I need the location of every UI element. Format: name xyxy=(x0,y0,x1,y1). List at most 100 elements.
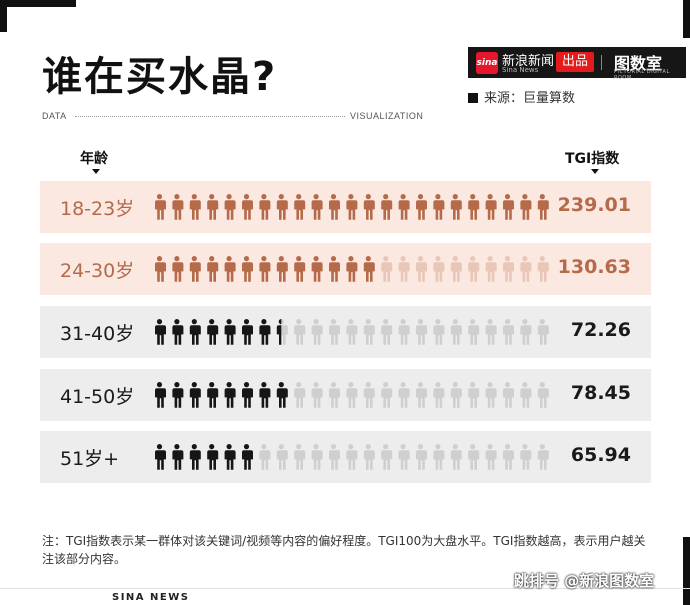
person-icon xyxy=(537,256,549,282)
people-icons xyxy=(155,319,549,345)
person-icon xyxy=(172,194,184,220)
visualization-word: VISUALIZATION xyxy=(350,111,424,121)
person-icon xyxy=(450,319,462,345)
person-icon xyxy=(242,382,253,408)
person-icon xyxy=(172,444,184,470)
person-icon xyxy=(520,256,532,282)
person-icon xyxy=(485,444,497,470)
top-left-corner-bar-vertical xyxy=(0,0,7,32)
tgi-value: 78.45 xyxy=(570,382,631,404)
person-icon xyxy=(416,256,427,282)
person-icon xyxy=(468,382,480,408)
person-icon xyxy=(450,444,462,470)
source-square-icon xyxy=(468,93,478,103)
person-icon xyxy=(311,382,323,408)
sina-logo-icon: sina xyxy=(476,52,498,74)
brand-lab-name: 图数室 xyxy=(614,54,663,73)
age-label: 31-40岁 xyxy=(60,323,135,345)
person-icon xyxy=(172,382,184,408)
person-icon xyxy=(242,194,253,220)
person-icon xyxy=(155,194,166,220)
data-word: DATA xyxy=(42,111,67,121)
person-icon xyxy=(294,444,306,470)
person-icon xyxy=(485,382,497,408)
footnote: 注：TGI指数表示某一群体对该关键词/视频等内容的偏好程度。TGI100为大盘水… xyxy=(42,534,646,566)
person-icon xyxy=(520,194,532,220)
person-icon xyxy=(503,319,514,345)
tgi-column-header: TGI指数 xyxy=(565,151,620,167)
person-icon xyxy=(329,256,340,282)
person-icon xyxy=(450,382,462,408)
person-icon xyxy=(433,444,445,470)
person-icon xyxy=(450,256,462,282)
tgi-header-arrow-icon xyxy=(591,169,599,174)
person-icon xyxy=(189,319,201,345)
person-icon xyxy=(503,444,514,470)
person-icon xyxy=(311,319,323,345)
person-icon xyxy=(450,194,462,220)
tgi-value: 65.94 xyxy=(570,444,631,466)
tgi-row: 18-23岁 239.01 xyxy=(40,181,651,233)
age-label: 51岁+ xyxy=(60,448,120,470)
page-title: 谁在买水晶? xyxy=(42,54,278,100)
people-icons xyxy=(155,256,549,282)
brand-name-en: Sina News xyxy=(502,66,539,74)
person-icon xyxy=(381,256,393,282)
person-icon xyxy=(259,382,271,408)
brand-divider xyxy=(601,55,602,70)
person-icon xyxy=(485,256,497,282)
age-label: 18-23岁 xyxy=(60,198,135,220)
person-icon xyxy=(189,444,201,470)
tgi-row: 51岁+ 65.94 xyxy=(40,431,651,483)
person-icon xyxy=(224,194,236,220)
person-icon xyxy=(311,256,323,282)
person-icon xyxy=(381,194,393,220)
person-icon xyxy=(224,444,236,470)
bottom-right-corner-bar xyxy=(683,537,690,605)
person-icon xyxy=(329,194,340,220)
brand-name: 新浪新闻 xyxy=(502,54,555,69)
age-label: 41-50岁 xyxy=(60,386,135,408)
person-icon xyxy=(468,194,480,220)
person-icon xyxy=(520,382,532,408)
people-icons xyxy=(155,382,549,408)
person-icon xyxy=(346,444,358,470)
person-icon xyxy=(416,319,427,345)
person-icon xyxy=(468,319,480,345)
brand-lab-name-en: PICTORIAL DIGITAL ROOM xyxy=(614,69,670,81)
person-icon xyxy=(207,382,219,408)
person-icon xyxy=(363,194,375,220)
person-icon xyxy=(416,382,427,408)
person-icon xyxy=(155,256,166,282)
person-icon xyxy=(398,319,410,345)
person-icon xyxy=(259,194,271,220)
person-icon xyxy=(311,444,323,470)
person-icon xyxy=(207,444,219,470)
person-icon xyxy=(346,319,358,345)
person-icon xyxy=(172,319,184,345)
person-icon xyxy=(433,256,445,282)
person-icon xyxy=(537,382,549,408)
person-icon xyxy=(433,382,445,408)
person-icon xyxy=(503,194,514,220)
person-icon xyxy=(381,319,393,345)
person-icon xyxy=(294,194,306,220)
top-left-corner-bar xyxy=(0,0,76,7)
person-icon xyxy=(520,444,532,470)
person-icon xyxy=(155,444,166,470)
tgi-value: 239.01 xyxy=(557,194,631,216)
tgi-value: 130.63 xyxy=(557,256,631,278)
person-icon xyxy=(224,256,236,282)
tgi-row: 24-30岁 130.63 xyxy=(40,243,651,295)
person-icon xyxy=(242,319,253,345)
person-icon xyxy=(329,382,340,408)
brand-produced-badge: 出品 xyxy=(556,52,594,72)
person-icon xyxy=(363,319,375,345)
person-icon xyxy=(172,256,184,282)
person-icon xyxy=(468,256,480,282)
person-icon xyxy=(189,194,201,220)
person-icon xyxy=(276,382,288,408)
dotted-divider xyxy=(75,116,345,117)
person-icon xyxy=(189,382,201,408)
age-label: 24-30岁 xyxy=(60,260,135,282)
